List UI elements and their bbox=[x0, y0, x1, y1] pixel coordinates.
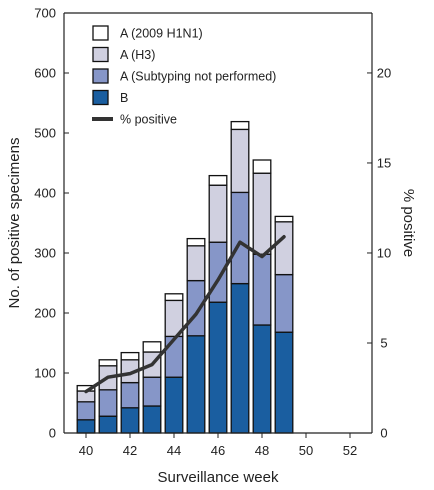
bar-week-41-a-subtyping-not-performed- bbox=[98, 389, 118, 417]
percent-positive-point-43 bbox=[151, 364, 153, 366]
y2-axis-title: % positive bbox=[400, 189, 417, 257]
bar-week-45-a-subtyping-not-performed- bbox=[186, 279, 206, 337]
percent-positive-point-45 bbox=[195, 313, 197, 315]
x-tick-label-46: 46 bbox=[211, 443, 225, 458]
x-tick-label-52: 52 bbox=[343, 443, 357, 458]
percent-positive-line bbox=[84, 235, 286, 394]
legend-swatch-a-2009-h1n1- bbox=[92, 25, 109, 41]
bar-week-44-b bbox=[164, 376, 184, 434]
bar-week-46-b bbox=[208, 301, 228, 434]
y2-tick-label-0: 0 bbox=[380, 426, 387, 441]
bar-week-46-a-2009-h1n1- bbox=[208, 174, 228, 186]
bar-week-49-a-h3- bbox=[274, 221, 294, 276]
y2-tick-label-10: 10 bbox=[377, 245, 391, 260]
y-tick-label-500: 500 bbox=[34, 126, 56, 141]
x-axis-title: Surveillance week bbox=[158, 469, 279, 486]
bar-week-49-a-subtyping-not-performed- bbox=[274, 273, 294, 333]
percent-positive-point-40 bbox=[85, 391, 87, 393]
bar-week-47-a-2009-h1n1- bbox=[230, 120, 250, 131]
bar-week-48-a-2009-h1n1- bbox=[252, 159, 272, 174]
y-axis-title: No. of positive specimens bbox=[6, 138, 23, 309]
legend-label-a-h3-: A (H3) bbox=[120, 48, 155, 62]
legend-swatch-a-subtyping-not-performed- bbox=[92, 68, 109, 84]
bars-layer bbox=[76, 120, 294, 434]
percent-positive-point-41 bbox=[107, 376, 109, 378]
legend: A (2009 H1N1) A (H3) A (Subtyping not perf… bbox=[92, 25, 276, 127]
bar-week-44-a-subtyping-not-performed- bbox=[164, 335, 184, 378]
y-tick-label-100: 100 bbox=[34, 366, 56, 381]
y-tick-label-0: 0 bbox=[49, 426, 56, 441]
bar-week-42-a-subtyping-not-performed- bbox=[120, 381, 140, 409]
bar-week-49-a-2009-h1n1- bbox=[274, 215, 294, 223]
percent-positive-point-42 bbox=[129, 373, 131, 375]
y2-tick-label-20: 20 bbox=[377, 65, 391, 80]
legend-swatch-a-h3- bbox=[92, 46, 109, 63]
y2-tick-label-15: 15 bbox=[377, 155, 391, 170]
bar-week-44-a-2009-h1n1- bbox=[164, 293, 184, 302]
legend-swatch-b bbox=[92, 89, 109, 106]
bar-week-46-a-h3- bbox=[208, 184, 228, 243]
legend-label-b: B bbox=[120, 91, 128, 105]
legend-label-a-2009-h1n1-: A (2009 H1N1) bbox=[120, 27, 203, 41]
y-tick-label-200: 200 bbox=[34, 306, 56, 321]
line-layer bbox=[84, 235, 286, 394]
bar-week-42-a-2009-h1n1- bbox=[120, 351, 140, 361]
bar-week-48-a-subtyping-not-performed- bbox=[252, 253, 272, 326]
bar-week-43-a-subtyping-not-performed- bbox=[142, 376, 162, 407]
bar-week-45-b bbox=[186, 335, 206, 434]
x-tick-label-48: 48 bbox=[255, 443, 269, 458]
y2-tick-label-5: 5 bbox=[380, 335, 387, 350]
bar-week-49-b bbox=[274, 331, 294, 434]
bar-week-43-a-2009-h1n1- bbox=[142, 341, 162, 353]
percent-positive-point-48 bbox=[261, 256, 263, 258]
bar-week-48-b bbox=[252, 324, 272, 434]
percent-positive-point-46 bbox=[217, 279, 219, 281]
bar-week-47-a-subtyping-not-performed- bbox=[230, 191, 250, 285]
bar-week-40-b bbox=[76, 419, 96, 434]
bar-week-42-b bbox=[120, 407, 140, 434]
legend-label--positive: % positive bbox=[120, 113, 177, 127]
bar-week-45-a-2009-h1n1- bbox=[186, 237, 206, 247]
percent-positive-point-49 bbox=[283, 236, 285, 238]
axes-layer: 0 100 200 300 400 500 600 700 0 5 10 15 20 40 42 44 46 48… bbox=[34, 6, 391, 459]
bar-week-47-b bbox=[230, 282, 250, 434]
y-tick-label-300: 300 bbox=[34, 246, 56, 261]
y-tick-label-400: 400 bbox=[34, 186, 56, 201]
percent-positive-point-47 bbox=[239, 241, 241, 243]
y-tick-label-600: 600 bbox=[34, 66, 56, 81]
legend-label-a-subtyping-not-performed-: A (Subtyping not performed) bbox=[120, 70, 276, 84]
bar-week-43-b bbox=[142, 405, 162, 434]
bar-week-40-a-subtyping-not-performed- bbox=[76, 401, 96, 421]
x-tick-label-42: 42 bbox=[123, 443, 137, 458]
percent-positive-point-44 bbox=[173, 338, 175, 340]
x-tick-label-50: 50 bbox=[299, 443, 313, 458]
x-tick-label-44: 44 bbox=[167, 443, 181, 458]
bar-week-48-a-h3- bbox=[252, 172, 272, 255]
bar-week-45-a-h3- bbox=[186, 245, 206, 282]
bar-week-41-b bbox=[98, 415, 118, 434]
x-tick-label-40: 40 bbox=[79, 443, 93, 458]
bar-week-47-a-h3- bbox=[230, 128, 250, 194]
y-tick-label-700: 700 bbox=[34, 6, 56, 21]
bar-week-41-a-2009-h1n1- bbox=[98, 359, 118, 367]
